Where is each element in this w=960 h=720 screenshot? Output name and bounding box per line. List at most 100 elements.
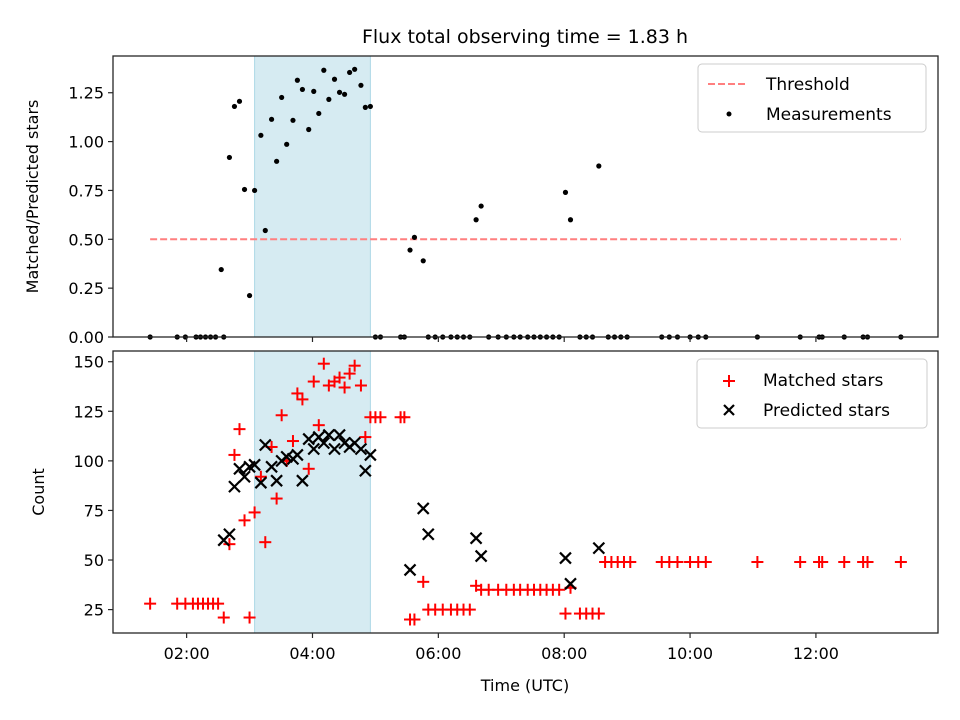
x-tick-label: 06:00	[415, 644, 461, 663]
y-tick-label: 0.25	[68, 279, 104, 298]
measurement-point	[251, 187, 258, 194]
matched-star-point	[286, 435, 299, 448]
matched-star-point	[233, 423, 246, 436]
x-tick-label: 08:00	[541, 644, 587, 663]
measurement-point	[306, 126, 312, 133]
matched-star-point	[212, 597, 225, 610]
matched-star-point	[751, 556, 764, 569]
measurement-point	[231, 103, 238, 110]
count-legend: Matched stars Predicted stars	[696, 358, 928, 429]
matched-star-point	[333, 371, 346, 384]
measurement-point	[236, 98, 243, 104]
measurement-point	[331, 76, 338, 82]
x-tick-label: 04:00	[289, 644, 335, 663]
matched-star-point	[312, 419, 325, 432]
measurement-point	[258, 132, 264, 138]
matched-star-point	[223, 538, 236, 551]
y-tick-label: 1.25	[68, 84, 104, 103]
legend-frame	[697, 63, 927, 133]
matched-star-point	[624, 556, 637, 569]
measurement-point	[352, 66, 358, 72]
x-tick-label: 02:00	[164, 644, 210, 663]
measurement-point	[268, 116, 275, 122]
matched-star-point	[553, 583, 566, 596]
matched-star-point	[408, 613, 421, 626]
measurement-point	[290, 117, 296, 123]
y-tick-label: 25	[84, 601, 104, 620]
matched-star-point	[254, 470, 267, 483]
measurement-point	[326, 96, 332, 102]
matched-star-point	[317, 357, 330, 370]
predicted-star-point	[307, 442, 321, 456]
measurement-point	[218, 266, 224, 273]
count-plot-area	[112, 350, 939, 634]
predicted-star-point	[265, 460, 278, 474]
count-panel: 25 50 75 100 125 150 02:00 04:00 06:00 08:00 10:0…	[29, 350, 939, 695]
measurement-point	[241, 186, 248, 193]
matched-star-point	[291, 387, 304, 400]
matched-legend-label: Matched stars	[763, 371, 883, 391]
measurement-point	[262, 227, 268, 234]
matched-star-point	[248, 506, 261, 519]
predicted-star-point	[291, 448, 304, 462]
legend-frame	[696, 358, 928, 429]
chart-title: Flux total observing time = 1.83 h	[362, 26, 688, 48]
predicted-star-point	[559, 551, 572, 565]
measurement-point	[316, 110, 322, 117]
matched-star-point	[238, 514, 251, 527]
matched-star-point	[398, 411, 411, 424]
matched-star-point	[816, 556, 829, 569]
predicted-star-point	[228, 480, 241, 493]
predicted-star-point	[296, 474, 309, 487]
matched-star-point	[296, 393, 309, 406]
matched-star-point	[228, 448, 241, 461]
measurement-point	[294, 77, 300, 83]
measurement-point	[478, 203, 484, 209]
predicted-star-point	[354, 442, 368, 456]
y-tick-label: 75	[84, 501, 104, 520]
measurement-point	[321, 67, 327, 73]
matched-star-point	[338, 381, 351, 394]
predicted-star-point	[223, 527, 236, 541]
matched-star-point	[302, 462, 315, 475]
predicted-star-point	[233, 462, 246, 476]
measurement-point	[226, 154, 233, 161]
matched-star-point	[217, 611, 230, 624]
predicted-star-point	[328, 442, 341, 456]
matched-star-point	[592, 607, 605, 620]
predicted-star-point	[421, 527, 435, 541]
predicted-star-point	[302, 432, 315, 446]
matched-star-point	[559, 607, 572, 620]
measurement-point	[358, 82, 364, 88]
matched-star-point	[270, 492, 283, 505]
y-tick-label: 100	[73, 452, 104, 471]
ratio-y-axis-label: Matched/Predicted stars	[23, 100, 42, 294]
predicted-star-point	[270, 474, 283, 487]
ratio-legend: Threshold Measurements	[697, 63, 927, 133]
measurement-point	[274, 158, 280, 164]
measurement-point	[420, 258, 426, 264]
matched-star-point	[359, 431, 372, 444]
matched-star-point	[144, 597, 157, 610]
predicted-legend-label: Predicted stars	[763, 401, 890, 421]
predicted-star-point	[403, 563, 417, 577]
y-tick-label: 150	[73, 353, 104, 372]
predicted-star-point	[359, 464, 372, 478]
measurement-point	[246, 292, 253, 299]
y-tick-label: 0.00	[68, 328, 104, 347]
predicted-star-point	[248, 458, 261, 472]
y-tick-label: 0.75	[68, 181, 104, 200]
predicted-star-point	[317, 436, 331, 450]
measurement-point	[341, 91, 348, 97]
matched-legend-swatch	[723, 375, 735, 387]
matched-star-point	[861, 556, 874, 569]
predicted-star-point	[364, 448, 377, 462]
predicted-star-point	[333, 428, 346, 442]
measurement-point	[362, 104, 368, 110]
y-tick-label: 0.50	[68, 230, 104, 249]
measurement-point	[596, 163, 602, 169]
time-x-axis-label: Time (UTC)	[480, 676, 569, 695]
matched-star-point	[794, 556, 807, 569]
x-tick-label: 10:00	[667, 644, 713, 663]
